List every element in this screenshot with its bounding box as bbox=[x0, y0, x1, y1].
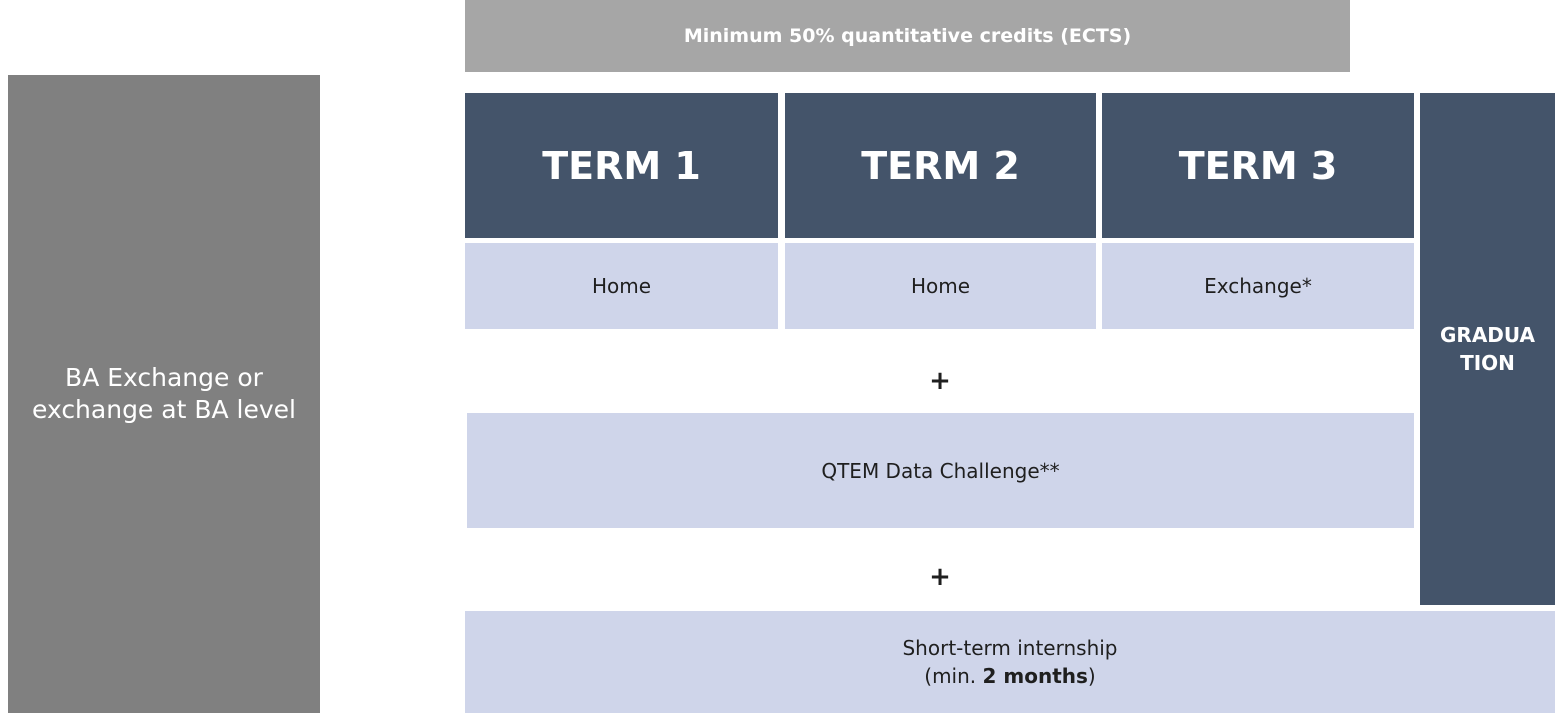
term-header: TERM 3 bbox=[1102, 93, 1414, 238]
plus-sign: + bbox=[929, 562, 951, 592]
term-title: TERM 2 bbox=[861, 143, 1020, 188]
graduation-line: TION bbox=[1460, 351, 1515, 375]
location-label: Exchange* bbox=[1204, 274, 1312, 298]
data-challenge-label: QTEM Data Challenge** bbox=[821, 458, 1060, 483]
top-bar: Minimum 50% quantitative credits (ECTS) bbox=[465, 0, 1350, 72]
left-box: BA Exchange or exchange at BA level bbox=[8, 75, 320, 713]
bold-text: 2 months bbox=[982, 664, 1088, 688]
graduation-line: GRADUA bbox=[1440, 323, 1535, 347]
plus-sign: + bbox=[929, 366, 951, 396]
internship: Short-term internship (min. 2 months) bbox=[465, 611, 1555, 713]
term-title: TERM 1 bbox=[542, 143, 701, 188]
graduation: GRADUA TION bbox=[1420, 93, 1555, 605]
top-bar-label: Minimum 50% quantitative credits (ECTS) bbox=[683, 25, 1132, 47]
internship-line2: (min. 2 months) bbox=[924, 662, 1095, 690]
text: ) bbox=[1087, 664, 1096, 688]
term-header: TERM 2 bbox=[785, 93, 1096, 238]
text: (min. bbox=[924, 664, 983, 688]
term-header: TERM 1 bbox=[465, 93, 778, 238]
term-title: TERM 3 bbox=[1178, 143, 1338, 188]
graduation-label: GRADUA TION bbox=[1420, 321, 1555, 377]
location-label: Home bbox=[591, 274, 652, 298]
term-location: Home bbox=[785, 243, 1096, 329]
term-location: Home bbox=[465, 243, 778, 329]
data-challenge: QTEM Data Challenge** bbox=[467, 413, 1414, 528]
internship-line1: Short-term internship bbox=[902, 636, 1118, 660]
location-label: Home bbox=[910, 274, 971, 298]
left-box-label: BA Exchange or exchange at BA level bbox=[32, 362, 296, 425]
term-location: Exchange* bbox=[1102, 243, 1414, 329]
